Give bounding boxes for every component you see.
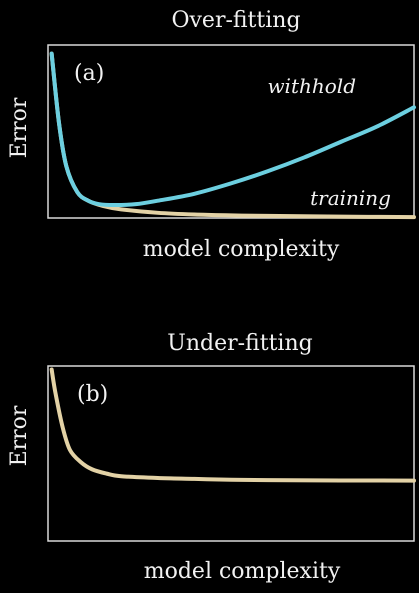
series-label-training: training <box>310 186 391 210</box>
panel-b-label: (b) <box>77 382 108 407</box>
panel-b-axes-frame <box>47 365 415 542</box>
panel-a-title: Over-fitting <box>171 8 300 33</box>
panel-a-xlabel: model complexity <box>143 237 340 262</box>
panel-a-plot-area <box>49 51 416 220</box>
withhold-curve <box>49 51 416 208</box>
panel-a-axes-frame <box>47 44 415 219</box>
underfit-curve <box>49 367 416 483</box>
panel-a-ylabel: Error <box>7 97 32 158</box>
series-label-withhold: withhold <box>267 74 356 98</box>
panel-overfitting: Over-fitting Error (a) withhold training… <box>7 8 416 262</box>
panel-b-plot-area <box>49 367 416 483</box>
panel-b-xlabel: model complexity <box>144 559 341 584</box>
panel-b-ylabel: Error <box>7 405 32 466</box>
panel-a-label: (a) <box>74 61 104 86</box>
panel-b-title: Under-fitting <box>167 331 312 356</box>
panel-underfitting: Under-fitting Error (b) model complexity <box>7 331 416 584</box>
